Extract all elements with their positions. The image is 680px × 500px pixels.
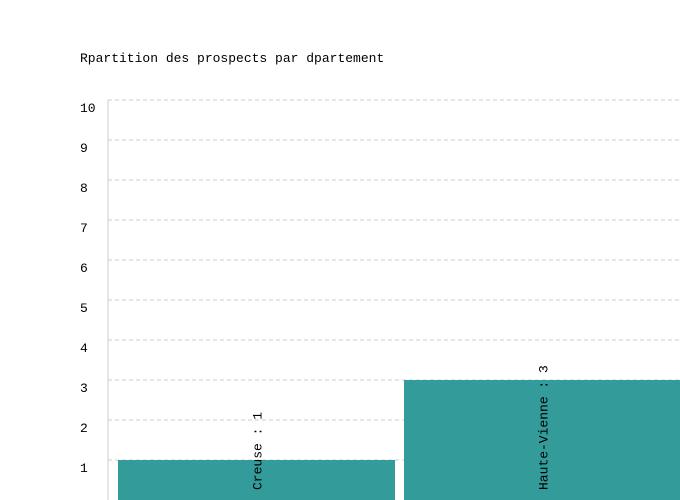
y-tick-label: 10 <box>80 101 96 116</box>
bar <box>404 380 680 500</box>
y-tick-label: 2 <box>80 421 88 436</box>
y-tick-label: 5 <box>80 301 88 316</box>
chart-title: Rpartition des prospects par dpartement <box>80 51 384 66</box>
value-label: Haute-Vienne : 3 <box>537 365 552 490</box>
y-tick-label: 7 <box>80 221 88 236</box>
y-tick-label: 3 <box>80 381 88 396</box>
value-label: Creuse : 1 <box>251 412 266 490</box>
bar <box>118 460 395 500</box>
y-tick-label: 8 <box>80 181 88 196</box>
y-tick-label: 4 <box>80 341 88 356</box>
y-tick-label: 9 <box>80 141 88 156</box>
y-tick-label: 6 <box>80 261 88 276</box>
y-tick-label: 1 <box>80 461 88 476</box>
